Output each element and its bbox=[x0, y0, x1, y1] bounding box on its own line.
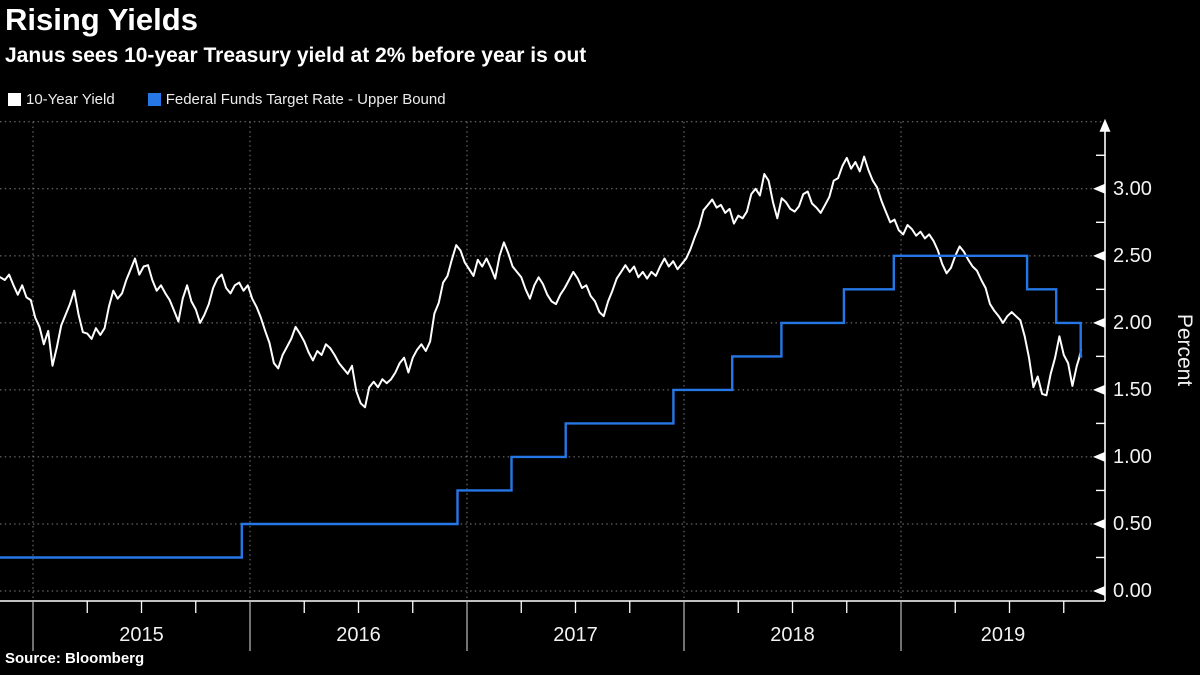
y-tick-label: 1.00 bbox=[1113, 446, 1152, 468]
x-year-label: 2018 bbox=[770, 624, 815, 646]
legend-label-fed-funds: Federal Funds Target Rate - Upper Bound bbox=[165, 91, 446, 108]
legend-label-10-year-yield: 10-Year Yield bbox=[26, 91, 115, 108]
y-major-tick-icon bbox=[1093, 518, 1105, 529]
legend-swatch-white-icon bbox=[8, 93, 21, 106]
y-tick-label: 0.50 bbox=[1113, 513, 1152, 535]
y-major-tick-icon bbox=[1093, 586, 1105, 596]
x-year-label: 2017 bbox=[553, 624, 598, 646]
y-axis-title: Percent bbox=[1173, 314, 1196, 387]
x-year-label: 2019 bbox=[981, 624, 1026, 646]
chart-plot-area: 0.00 0.50 1.00 1.50 2.00 2.50 3.00 2015 2016 2017… bbox=[0, 118, 1196, 651]
y-tick-label: 2.50 bbox=[1113, 245, 1152, 267]
y-major-tick-icon bbox=[1093, 183, 1105, 194]
y-major-tick-icon bbox=[1093, 451, 1105, 462]
ten-year-yield-line bbox=[0, 155, 1083, 409]
chart-legend: 10-Year Yield Federal Funds Target Rate … bbox=[8, 91, 446, 108]
y-major-tick-icon bbox=[1093, 317, 1105, 328]
legend-item-10-year-yield: 10-Year Yield bbox=[8, 91, 115, 108]
legend-swatch-blue-icon bbox=[147, 93, 161, 106]
y-axis-arrow-icon bbox=[1099, 118, 1111, 132]
y-major-tick-icon bbox=[1093, 250, 1105, 261]
y-major-tick-icon bbox=[1093, 384, 1105, 395]
y-tick-label: 1.50 bbox=[1113, 379, 1152, 401]
chart-subtitle: Janus sees 10-year Treasury yield at 2% … bbox=[5, 44, 587, 67]
y-tick-label: 2.00 bbox=[1113, 312, 1152, 334]
source-attribution: Source: Bloomberg bbox=[5, 650, 145, 667]
legend-item-fed-funds: Federal Funds Target Rate - Upper Bound bbox=[147, 91, 446, 108]
page-title: Rising Yields bbox=[5, 2, 198, 37]
y-tick-label: 3.00 bbox=[1113, 178, 1152, 200]
fed-funds-step-line bbox=[0, 254, 1083, 559]
x-year-label: 2016 bbox=[336, 624, 381, 646]
x-year-label: 2015 bbox=[119, 624, 164, 646]
y-tick-label: 0.00 bbox=[1113, 580, 1152, 602]
